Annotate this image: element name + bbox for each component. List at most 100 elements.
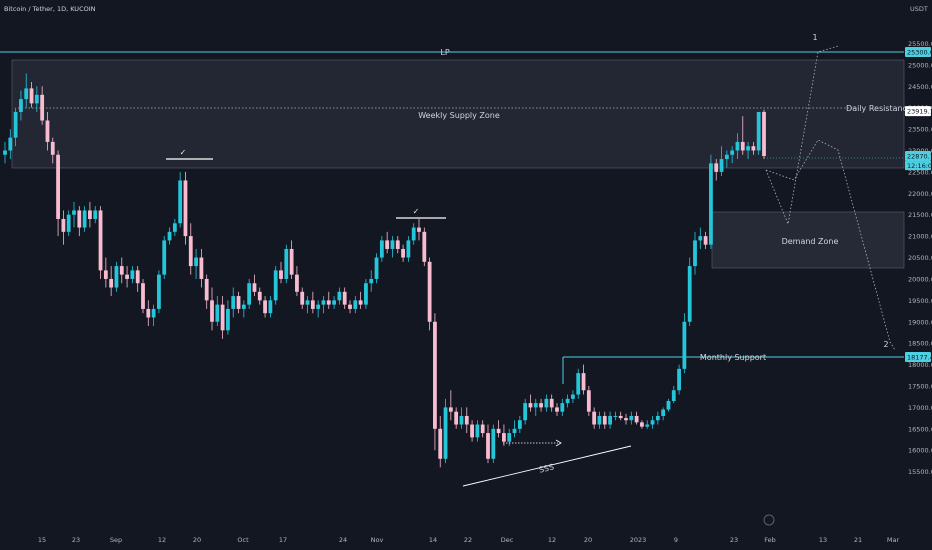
candle xyxy=(751,141,756,155)
candle xyxy=(470,420,474,442)
time-tick-label: Dec xyxy=(501,536,514,544)
projection-path-2 xyxy=(765,139,896,351)
candle xyxy=(109,266,114,297)
candle xyxy=(629,411,634,425)
price-tags: 25300.0 23919.1 22870.7 18177.4 12:16:08 xyxy=(905,47,932,362)
candle xyxy=(698,227,703,249)
price-tick-label: 19000.0 xyxy=(908,318,932,326)
price-tag: 23919.1 xyxy=(905,106,932,117)
candle xyxy=(496,420,501,438)
candle xyxy=(88,201,92,228)
candle xyxy=(730,146,735,164)
candle xyxy=(533,398,538,416)
candle xyxy=(592,407,597,429)
candle xyxy=(746,141,750,160)
candle xyxy=(194,248,198,279)
price-tick-label: 15500.0 xyxy=(908,468,932,476)
candle xyxy=(714,159,719,181)
candle xyxy=(247,278,252,309)
candle xyxy=(29,81,34,108)
svg-text:25300.0: 25300.0 xyxy=(907,49,932,57)
candle xyxy=(172,218,177,237)
price-tick-label: 23500.0 xyxy=(908,126,932,134)
monthly-support-label: Monthly Support xyxy=(700,353,766,362)
price-tick-label: 23000.0 xyxy=(908,147,932,155)
candle xyxy=(565,394,570,408)
candle xyxy=(157,270,161,314)
candle xyxy=(528,394,533,412)
candle xyxy=(448,390,453,421)
candle xyxy=(263,296,267,318)
daily-resistance-label: Daily Resistance xyxy=(846,104,912,113)
time-tick-label: 24 xyxy=(339,536,347,544)
candle xyxy=(72,201,76,228)
candle xyxy=(560,398,565,416)
svg-text:22870.7: 22870.7 xyxy=(907,153,932,161)
projection-path-1 xyxy=(765,45,839,226)
candle xyxy=(13,107,18,147)
candle xyxy=(555,403,559,416)
candle xyxy=(650,415,655,429)
candle xyxy=(459,407,464,429)
candle xyxy=(401,244,405,262)
candle xyxy=(406,236,411,262)
time-tick-label: 23 xyxy=(730,536,738,544)
check-mark-1: ✓ xyxy=(180,148,187,157)
candle xyxy=(390,236,395,258)
candle xyxy=(305,296,310,314)
price-tick-label: 17500.0 xyxy=(908,382,932,390)
candle xyxy=(709,154,713,249)
time-tick-label: 20 xyxy=(584,536,592,544)
sss-arrow-head xyxy=(555,439,562,447)
time-tick-label: 22 xyxy=(464,536,472,544)
tradingview-logo-icon xyxy=(763,514,775,526)
candle xyxy=(50,137,55,164)
candle xyxy=(475,420,480,442)
price-tick-label: 25500.0 xyxy=(908,40,932,48)
price-tick-label: 24500.0 xyxy=(908,83,932,91)
candle xyxy=(125,266,129,288)
price-tick-label: 20000.0 xyxy=(908,275,932,283)
candle xyxy=(512,420,517,438)
price-tick-label: 18500.0 xyxy=(908,340,932,348)
candle xyxy=(353,296,358,314)
price-axis[interactable]: 15500.0 16000.0 16500.0 17000.0 17500.0 18000… xyxy=(908,40,932,476)
price-tick-label: 16500.0 xyxy=(908,425,932,433)
weekly-supply-label: Weekly Supply Zone xyxy=(418,111,500,120)
price-tick-label: 21000.0 xyxy=(908,233,932,241)
candle xyxy=(24,73,29,108)
candle xyxy=(77,206,82,237)
candle xyxy=(740,116,745,155)
candle xyxy=(464,407,469,434)
candle xyxy=(199,248,204,288)
candle xyxy=(661,407,666,421)
price-tick-label: 18000.0 xyxy=(908,361,932,369)
candle xyxy=(342,287,347,309)
candle xyxy=(586,385,591,416)
candle xyxy=(167,227,172,245)
time-tick-label: Oct xyxy=(237,536,249,544)
price-tick-label: 21500.0 xyxy=(908,211,932,219)
candle xyxy=(146,300,151,327)
time-tick-label: 12 xyxy=(548,536,556,544)
candle xyxy=(427,257,432,331)
price-tick-label: 22500.0 xyxy=(908,168,932,176)
candle xyxy=(204,274,209,309)
candle xyxy=(82,206,87,232)
candle xyxy=(417,218,421,241)
candle xyxy=(119,257,124,284)
candle xyxy=(433,313,437,451)
candle xyxy=(517,415,522,434)
candle xyxy=(289,240,294,279)
price-tick-label: 22000.0 xyxy=(908,190,932,198)
time-axis[interactable]: 15 23 Sep 12 20 Oct 17 24 Nov 14 22 Dec 12 20 2023 9 23 F… xyxy=(38,536,900,544)
sss-label: SSS xyxy=(538,462,555,474)
time-tick-label: 14 xyxy=(429,536,437,544)
time-tick-label: Sep xyxy=(110,536,122,544)
candle xyxy=(724,150,729,168)
countdown-tag: 12:16:08 xyxy=(905,161,932,171)
candle xyxy=(66,210,71,237)
candle xyxy=(682,313,687,374)
time-tick-label: Mar xyxy=(887,536,900,544)
